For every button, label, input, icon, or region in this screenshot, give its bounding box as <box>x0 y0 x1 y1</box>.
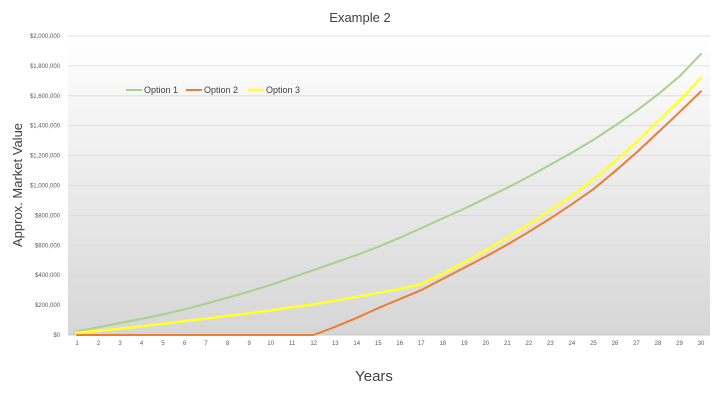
x-tick-label: 15 <box>375 341 382 347</box>
series-line-option-1 <box>76 52 702 333</box>
x-tick-label: 16 <box>396 341 403 347</box>
x-tick-label: 17 <box>418 341 425 347</box>
x-tick-label: 7 <box>204 341 208 347</box>
x-tick-label: 18 <box>439 341 446 347</box>
y-tick-label: $800,000 <box>35 213 61 219</box>
x-tick-label: 22 <box>526 341 533 347</box>
y-tick-label: $1,800,000 <box>30 64 61 70</box>
x-tick-label: 27 <box>633 341 640 347</box>
x-tick-label: 19 <box>461 341 468 347</box>
x-tick-label: 24 <box>569 341 576 347</box>
y-tick-label: $1,400,000 <box>30 124 61 130</box>
x-tick-label: 5 <box>161 341 165 347</box>
x-tick-label: 20 <box>482 341 489 347</box>
legend-label: Option 2 <box>204 85 238 95</box>
x-tick-label: 6 <box>183 341 187 347</box>
x-tick-label: 1 <box>75 341 79 347</box>
y-tick-label: $0 <box>53 333 60 339</box>
x-tick-label: 10 <box>267 341 274 347</box>
chart-title: Example 2 <box>329 10 390 25</box>
x-axis-label: Years <box>355 368 393 385</box>
y-tick-label: $200,000 <box>35 303 61 309</box>
legend-label: Option 1 <box>144 85 178 95</box>
legend: Option 1 Option 2 Option 3 <box>126 85 300 95</box>
x-tick-label: 8 <box>226 341 230 347</box>
x-tick-label: 30 <box>698 341 705 347</box>
x-tick-label: 4 <box>140 341 144 347</box>
y-axis-ticks: $0 $200,000 $400,000 $600,000 $800,000 $1,000… <box>30 34 61 339</box>
y-tick-label: $1,000,000 <box>30 184 61 190</box>
x-tick-label: 2 <box>97 341 101 347</box>
y-tick-label: $400,000 <box>35 273 61 279</box>
y-tick-label: $2,000,000 <box>30 34 61 40</box>
x-tick-label: 21 <box>504 341 511 347</box>
x-axis-ticks: 1 2 3 4 5 6 7 8 9 10 11 12 13 14 15 16 17 18 19 20 21 22 23 24 2… <box>75 341 705 347</box>
y-tick-label: $1,200,000 <box>30 154 61 160</box>
x-tick-label: 13 <box>332 341 339 347</box>
x-tick-label: 25 <box>590 341 597 347</box>
x-tick-label: 26 <box>612 341 619 347</box>
x-tick-label: 11 <box>289 341 296 347</box>
x-tick-label: 23 <box>547 341 554 347</box>
y-tick-label: $600,000 <box>35 243 61 249</box>
x-tick-label: 3 <box>118 341 122 347</box>
legend-label: Option 3 <box>266 85 300 95</box>
x-tick-label: 29 <box>676 341 683 347</box>
y-axis-label: Approx. Market Value <box>10 123 25 247</box>
series-line-option-2 <box>76 90 702 336</box>
x-tick-label: 14 <box>353 341 360 347</box>
gridlines <box>68 35 710 336</box>
series-line-option-3 <box>75 76 703 335</box>
y-tick-label: $1,600,000 <box>30 94 61 100</box>
x-tick-label: 12 <box>310 341 317 347</box>
x-tick-label: 28 <box>655 341 662 347</box>
series-lines <box>75 52 703 336</box>
x-tick-label: 9 <box>247 341 251 347</box>
